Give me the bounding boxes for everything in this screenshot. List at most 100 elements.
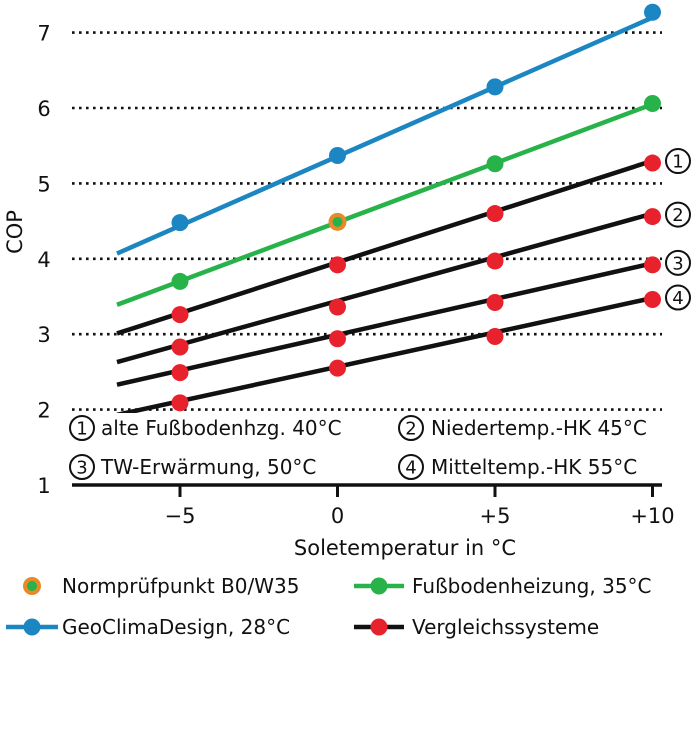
data-point [171,272,189,290]
series-layer [116,3,661,418]
series-compare-2 [116,208,661,365]
series-line [116,102,654,307]
annotation-text: Mitteltemp.-HK 55°C [431,455,637,479]
y-tick-7: 7 [37,22,50,46]
annotation-bg [99,413,371,444]
annotation-number-circle [69,415,95,441]
data-point [171,338,189,356]
legend-item-0: Normprüfpunkt B0/W35 [23,574,299,598]
annotation-number-circle [398,415,424,441]
x-tick-label: 0 [331,504,344,528]
y-tick-labels: 1 2 3 4 5 6 7 [37,22,50,498]
legend-label: Fußbodenheizung, 35°C [412,574,652,598]
x-tick-label: −5 [165,504,196,528]
legend-dot [370,577,388,595]
annotation-bg [429,413,698,444]
annotation-number-circle [398,454,424,480]
series-number-4: 4 [665,284,691,311]
data-point [171,364,189,382]
data-point [329,298,346,316]
series-line [116,15,654,256]
data-point [486,294,504,312]
series-line [116,211,654,365]
data-point [171,394,189,412]
series-compare-3 [116,256,661,387]
series-number-2: 2 [665,201,691,228]
data-point [486,155,504,173]
data-point [329,330,346,348]
series-line [116,295,653,418]
y-tick-4: 4 [37,248,50,272]
norm-point [332,216,343,227]
number-circle [665,148,691,175]
series-line [116,158,654,336]
legend-dot [23,618,41,636]
y-tick-2: 2 [37,399,50,423]
number-circle [665,284,691,311]
annotation-text: TW-Erwärmung, 50°C [100,455,316,479]
data-point [171,214,189,232]
data-point [329,147,346,165]
data-point [644,94,661,112]
legend: Normprüfpunkt B0/W35 Fußbodenheizung, 35°… [6,574,652,639]
legend-item-1: Fußbodenheizung, 35°C [354,574,652,598]
annotation-3: 3 TW-Erwärmung, 50°C [69,452,371,483]
legend-label: Vergleichssysteme [412,615,599,639]
y-axis-label: COP [3,210,27,254]
annotation-1: 1 alte Fußbodenhzg. 40°C [69,413,371,444]
legend-label: GeoClimaDesign, 28°C [62,615,290,639]
number-circle [665,249,691,276]
series-line [116,261,653,387]
annotation-bg [99,452,371,483]
data-point [486,252,504,270]
legend-label: Normprüfpunkt B0/W35 [62,574,299,598]
series-main-1 [116,94,661,307]
annotation-number: 4 [405,458,416,479]
data-point [644,154,661,172]
data-point [644,291,661,309]
series-number-markers: 1 2 3 4 [665,148,691,311]
legend-dot [370,618,388,636]
legend-item-2: GeoClimaDesign, 28°C [6,615,290,639]
annotation-text: alte Fußbodenhzg. 40°C [101,416,342,440]
y-tick-3: 3 [37,323,50,347]
number-text: 1 [672,152,683,173]
gridlines [72,31,662,411]
y-tick-6: 6 [37,97,50,121]
data-point [644,256,661,274]
data-point [644,208,661,226]
x-tick-label: +10 [630,504,674,528]
data-point [486,205,504,223]
annotation-4: 4 Mitteltemp.-HK 55°C [398,452,698,483]
data-point [486,78,504,96]
annotation-bg [429,452,698,483]
x-tick-labels: −5 0 +5 +10 [165,504,675,528]
data-point [329,359,346,377]
x-axis-label: Soletemperatur in °C [294,536,516,560]
legend-norm-dot [27,581,37,591]
number-circle [665,201,691,228]
series-number-1: 1 [665,148,691,175]
data-point [486,327,504,345]
number-text: 2 [672,205,683,226]
number-text: 3 [672,253,683,274]
annotation-number: 1 [76,419,87,440]
series-number-3: 3 [665,249,691,276]
annotation-text: Niedertemp.-HK 45°C [431,416,647,440]
data-point [644,3,661,21]
series-compare-4 [116,291,661,418]
number-text: 4 [672,288,683,309]
annotation-2: 2 Niedertemp.-HK 45°C [398,413,698,444]
legend-item-3: Vergleichssysteme [354,615,599,639]
series-compare-1 [116,154,661,336]
x-tick-label: +5 [480,504,511,528]
x-axis [72,483,662,497]
y-tick-1: 1 [37,474,50,498]
data-point [171,306,189,324]
y-tick-5: 5 [37,172,50,196]
series-main-0 [116,3,661,256]
annotation-number-circle [69,454,95,480]
annotation-number: 3 [76,458,87,479]
annotations: 1 alte Fußbodenhzg. 40°C 2 Niedertemp.-HK 4… [69,413,698,483]
